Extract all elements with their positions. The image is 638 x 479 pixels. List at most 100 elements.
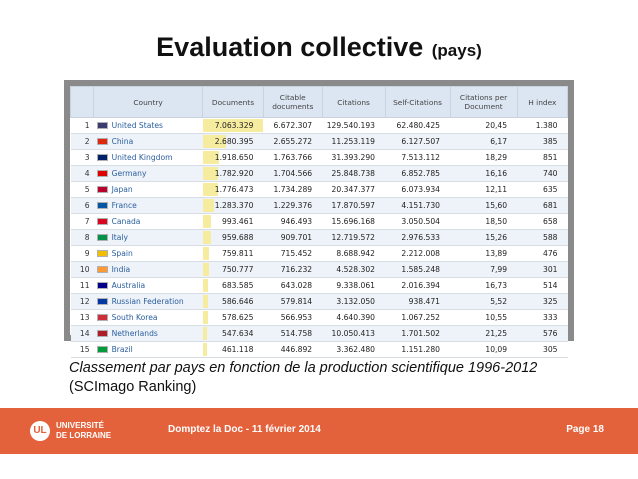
column-header-documents[interactable]: Documents	[202, 86, 264, 118]
self-citations-cell: 2.212.008	[385, 245, 451, 262]
citations-cell: 11.253.119	[322, 133, 386, 150]
country-cell[interactable]: Japan	[93, 181, 203, 198]
country-cell[interactable]: Netherlands	[93, 325, 203, 342]
documents-cell: 759.811	[202, 245, 264, 262]
logo-line-2: DE LORRAINE	[56, 431, 112, 440]
column-header-country[interactable]: Country	[93, 86, 204, 118]
citations-cell: 3.132.050	[322, 293, 386, 310]
citable-documents-cell: 909.701	[263, 229, 323, 246]
citations-cell: 129.540.193	[322, 117, 386, 134]
slide-caption: Classement par pays en fonction de la pr…	[69, 359, 537, 397]
column-header-citations-per-document[interactable]: Citations per Document	[449, 86, 518, 118]
country-flag-icon	[96, 218, 108, 225]
self-citations-cell: 1.585.248	[385, 261, 451, 278]
documents-bar	[202, 231, 211, 244]
country-cell[interactable]: France	[93, 197, 203, 214]
country-flag-icon	[96, 266, 108, 273]
citations-cell: 17.870.597	[322, 197, 386, 214]
documents-cell: 547.634	[202, 325, 264, 342]
country-cell[interactable]: United Kingdom	[93, 149, 203, 166]
country-cell[interactable]: China	[93, 133, 203, 150]
country-name-link[interactable]: South Korea	[111, 313, 158, 322]
country-flag-icon	[96, 234, 108, 241]
country-cell[interactable]: Brazil	[93, 341, 203, 358]
country-flag-icon	[96, 122, 108, 129]
documents-cell: 7.063.329	[202, 117, 264, 134]
citable-documents-cell: 6.672.307	[263, 117, 323, 134]
column-header-self-citations[interactable]: Self-Citations	[384, 86, 451, 118]
h-index-cell: 1.380	[517, 117, 568, 134]
h-index-cell: 301	[517, 261, 568, 278]
self-citations-cell: 1.151.280	[385, 341, 451, 358]
country-cell[interactable]: Australia	[93, 277, 203, 294]
documents-cell: 1.283.370	[202, 197, 264, 214]
country-cell[interactable]: Canada	[93, 213, 203, 230]
country-name-link[interactable]: India	[111, 265, 131, 274]
self-citations-cell: 1.701.502	[385, 325, 451, 342]
citations-per-document-cell: 18,50	[450, 213, 518, 230]
country-name-link[interactable]: France	[111, 201, 137, 210]
footer-event-label: Domptez la Doc - 11 février 2014	[168, 424, 321, 435]
country-cell[interactable]: Spain	[93, 245, 203, 262]
self-citations-cell: 1.067.252	[385, 309, 451, 326]
self-citations-cell: 62.480.425	[385, 117, 451, 134]
country-cell[interactable]: India	[93, 261, 203, 278]
documents-value: 7.063.329	[214, 121, 254, 130]
country-name-link[interactable]: China	[111, 137, 134, 146]
table-body: 1 United States 7.063.329 6.672.307 129.540.…	[70, 117, 568, 358]
documents-value: 578.625	[222, 313, 254, 322]
documents-bar	[202, 295, 208, 308]
country-cell[interactable]: Russian Federation	[93, 293, 203, 310]
column-header-rank[interactable]	[69, 86, 95, 118]
citations-cell: 8.688.942	[322, 245, 386, 262]
h-index-cell: 325	[517, 293, 568, 310]
country-name-link[interactable]: Germany	[111, 169, 147, 178]
country-name-link[interactable]: Australia	[111, 281, 146, 290]
self-citations-cell: 938.471	[385, 293, 451, 310]
column-header-h-index[interactable]: H index	[516, 86, 569, 118]
country-name-link[interactable]: Russian Federation	[111, 297, 184, 306]
table-row: 8 Italy 959.688 909.701 12.719.572 2.976.533 1…	[70, 229, 568, 246]
country-name-link[interactable]: Netherlands	[111, 329, 158, 338]
documents-cell: 1.776.473	[202, 181, 264, 198]
country-name-link[interactable]: Spain	[111, 249, 133, 258]
citations-per-document-cell: 10,09	[450, 341, 518, 358]
rank-cell: 14	[70, 325, 94, 342]
country-cell[interactable]: South Korea	[93, 309, 203, 326]
country-ranking-table: Country Documents Citable documents Cita…	[69, 86, 569, 358]
ranking-screenshot: Country Documents Citable documents Cita…	[64, 80, 574, 358]
country-name-link[interactable]: Japan	[111, 185, 133, 194]
h-index-cell: 740	[517, 165, 568, 182]
documents-cell: 586.646	[202, 293, 264, 310]
documents-bar	[202, 199, 214, 212]
country-cell[interactable]: United States	[93, 117, 203, 134]
self-citations-cell: 7.513.112	[385, 149, 451, 166]
citable-documents-cell: 1.763.766	[263, 149, 323, 166]
table-row: 1 United States 7.063.329 6.672.307 129.540.…	[70, 117, 568, 134]
documents-cell: 959.688	[202, 229, 264, 246]
slide-title-suffix: (pays)	[431, 41, 482, 60]
h-index-cell: 333	[517, 309, 568, 326]
rank-cell: 7	[70, 213, 94, 230]
university-logo-icon: UL	[30, 421, 50, 441]
country-name-link[interactable]: Italy	[111, 233, 129, 242]
country-cell[interactable]: Italy	[93, 229, 203, 246]
citable-documents-cell: 446.892	[263, 341, 323, 358]
column-header-citations[interactable]: Citations	[321, 86, 386, 118]
country-name-link[interactable]: United States	[111, 121, 163, 130]
citations-per-document-cell: 16,16	[450, 165, 518, 182]
documents-cell: 578.625	[202, 309, 264, 326]
documents-value: 2.680.395	[214, 137, 254, 146]
table-header-row: Country Documents Citable documents Cita…	[69, 86, 569, 118]
citable-documents-cell: 715.452	[263, 245, 323, 262]
country-name-link[interactable]: United Kingdom	[111, 153, 173, 162]
documents-bar	[202, 279, 209, 292]
documents-bar	[202, 311, 208, 324]
h-index-cell: 681	[517, 197, 568, 214]
citations-cell: 15.696.168	[322, 213, 386, 230]
country-cell[interactable]: Germany	[93, 165, 203, 182]
rank-cell: 6	[70, 197, 94, 214]
column-header-citable-documents[interactable]: Citable documents	[262, 86, 323, 118]
country-name-link[interactable]: Brazil	[111, 345, 133, 354]
country-name-link[interactable]: Canada	[111, 217, 141, 226]
